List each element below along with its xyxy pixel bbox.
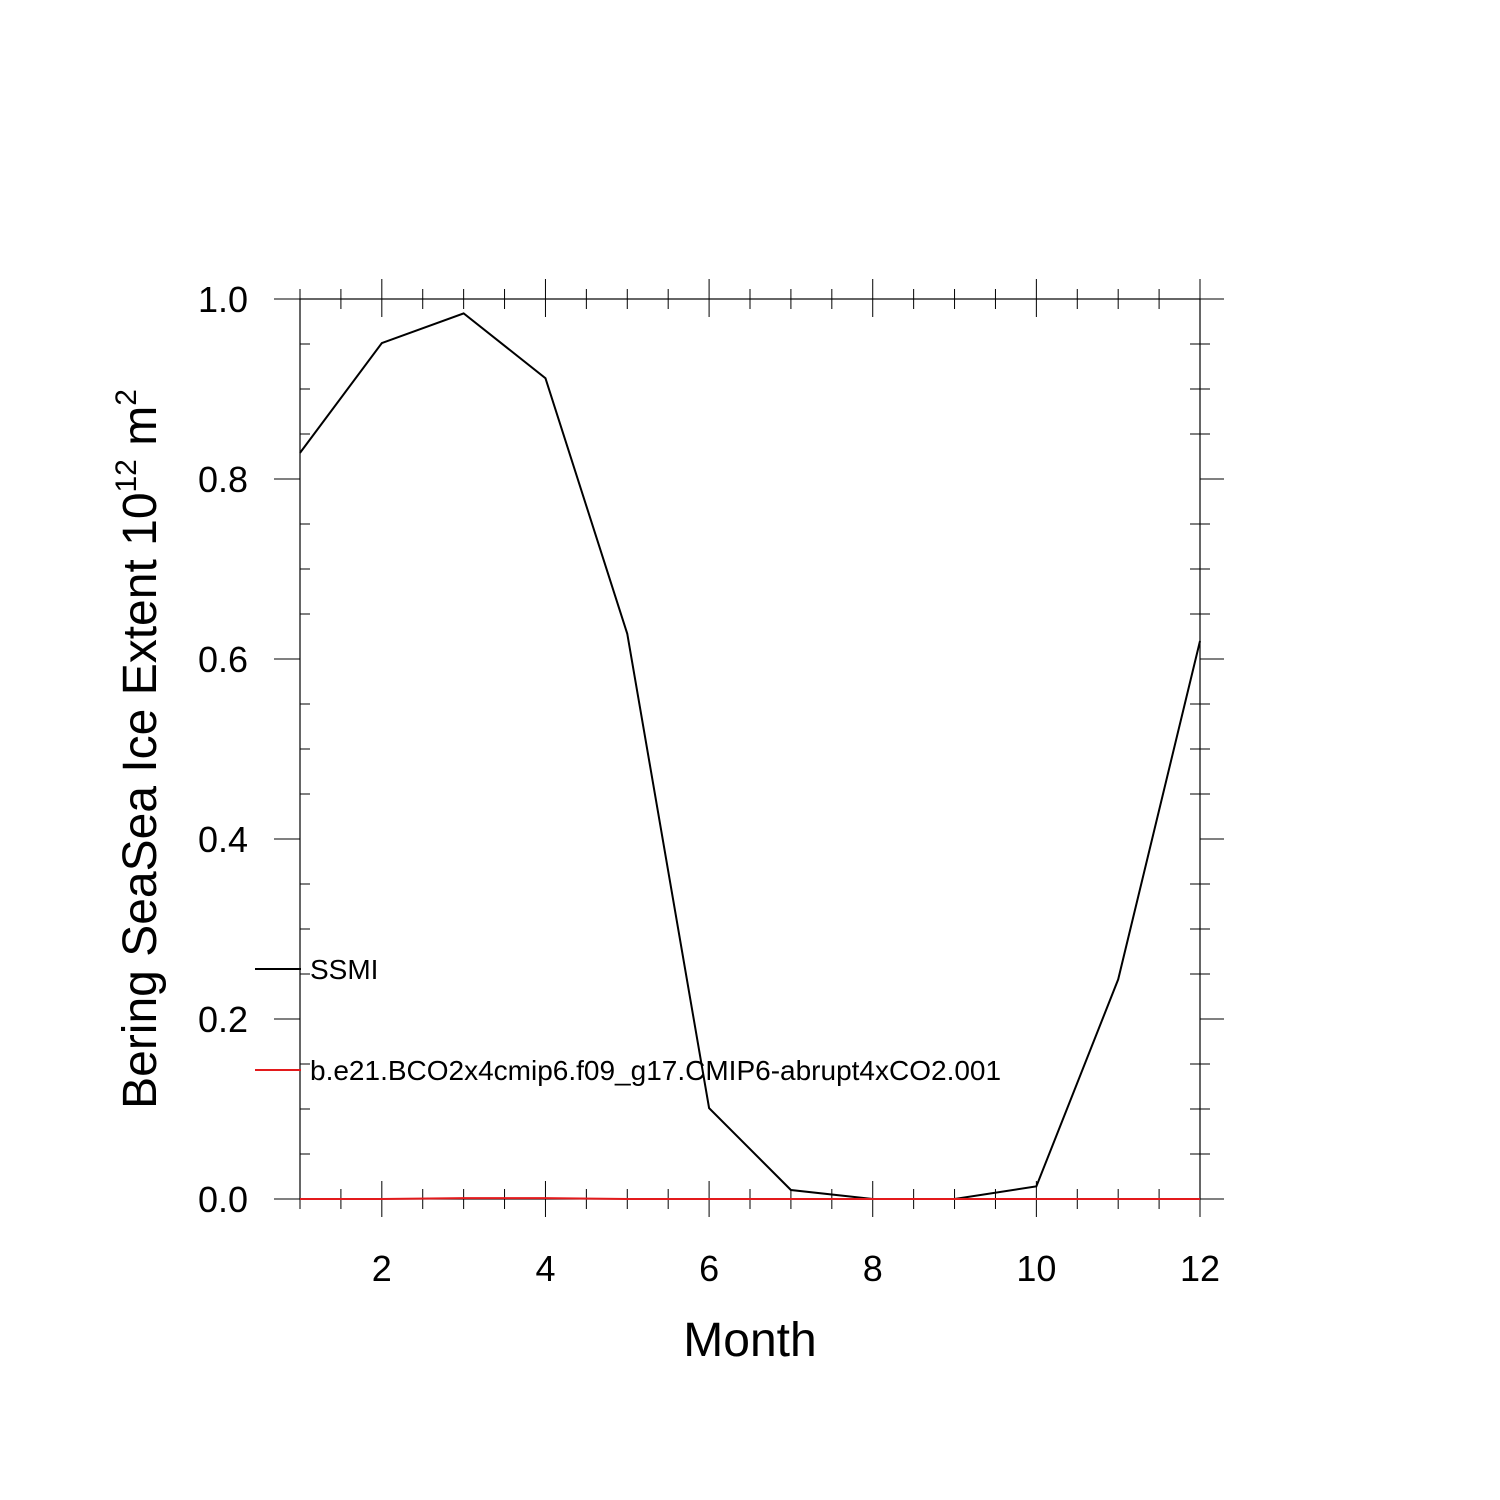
- x-tick-label: 8: [863, 1248, 883, 1289]
- x-tick-label: 6: [699, 1248, 719, 1289]
- legend-label-1: SSMI: [310, 954, 378, 985]
- y-tick-label: 0.6: [198, 639, 248, 680]
- y-tick-label: 0.2: [198, 999, 248, 1040]
- series-lines: [299, 312, 1201, 1200]
- y-axis-label: Bering SeaSea Ice Extent 1012 m2: [110, 389, 167, 1109]
- y-tick-label: 0.0: [198, 1179, 248, 1220]
- y-tick-labels: 0.0 0.2 0.4 0.6 0.8 1.0: [198, 279, 248, 1220]
- x-axis-label: Month: [683, 1314, 816, 1367]
- x-tick-labels: 2 4 6 8 10 12: [372, 1248, 1220, 1289]
- y-axis-label-unit: m: [114, 406, 167, 459]
- y-tick-label: 0.8: [198, 459, 248, 500]
- y-axis-label-text: Bering SeaSea Ice Extent 10: [114, 492, 167, 1108]
- y-tick-label: 0.4: [198, 819, 248, 860]
- x-tick-label: 4: [535, 1248, 555, 1289]
- x-tick-label: 10: [1016, 1248, 1056, 1289]
- legend-label-2: b.e21.BCO2x4cmip6.f09_g17.CMIP6-abrupt4x…: [310, 1055, 1001, 1086]
- y-axis-label-exponent: 12: [110, 459, 143, 492]
- series-line-1: [299, 312, 1201, 1200]
- y-axis-label-unit-exponent: 2: [110, 389, 143, 406]
- legend: SSMI b.e21.BCO2x4cmip6.f09_g17.CMIP6-abru…: [255, 954, 1001, 1086]
- y-tick-label: 1.0: [198, 279, 248, 320]
- x-tick-label: 2: [372, 1248, 392, 1289]
- series-line-2: [300, 1197, 1200, 1200]
- x-tick-label: 12: [1180, 1248, 1220, 1289]
